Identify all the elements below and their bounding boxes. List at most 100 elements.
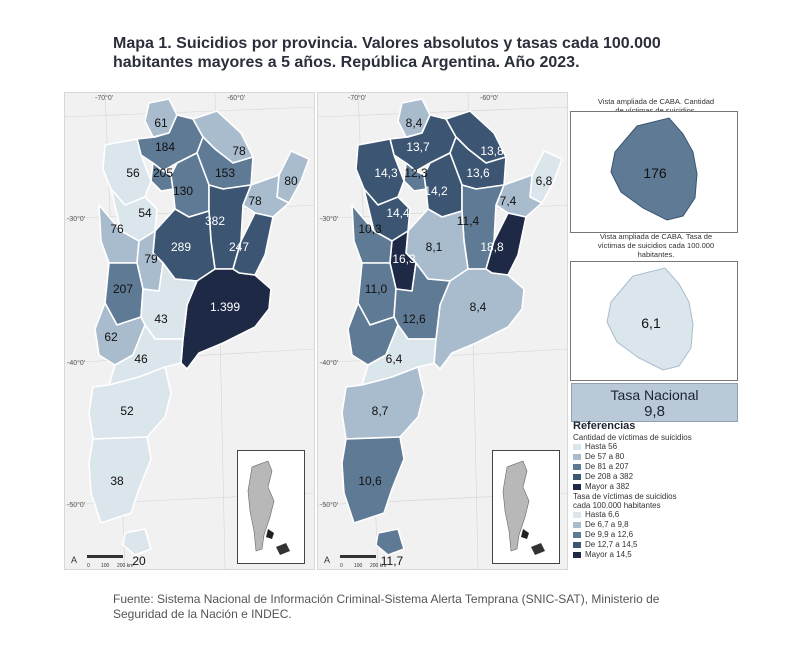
legend-heading: Referencias — [573, 420, 636, 432]
caba-rate-caption: Vista ampliada de CABA. Tasa de víctimas… — [597, 232, 715, 259]
abs-graticule-0 — [65, 106, 314, 118]
caba-absolute-value: 176 — [643, 165, 667, 181]
abs-value-salta: 184 — [155, 140, 175, 154]
abs-legend-label-3: De 208 a 382 — [585, 472, 634, 481]
rate-legend-label-4: Mayor a 14,5 — [585, 550, 632, 559]
abs-legend-label-2: De 81 a 207 — [585, 462, 629, 471]
rate-legend-item-0: Hasta 6,6 — [573, 510, 743, 520]
abs-value-tucuman: 205 — [153, 166, 173, 180]
rate-value-buenos-aires: 8,4 — [470, 300, 487, 314]
abs-coord-label-1: -60°0' — [227, 94, 245, 102]
abs-value-tierra-del-fuego: 20 — [132, 554, 146, 568]
national-rate-value: 9,8 — [644, 403, 665, 420]
locator-map-svg-2 — [502, 460, 545, 555]
rate-scale-tick-0: 0 — [340, 563, 343, 569]
rate-legend-swatch-3 — [573, 542, 581, 548]
abs-coord-label-4: -50°0' — [67, 501, 85, 509]
abs-scale-bar — [87, 555, 123, 558]
rates-map-svg: -70°0' -60°0' -30°0' -40°0' -50°0' 8,4 13,7 13,… — [318, 93, 567, 569]
rate-legend-label-0: Hasta 6,6 — [585, 510, 620, 519]
rate-province-santa-cruz[interactable] — [341, 436, 405, 524]
absolute-values-map: -70°0' -60°0' -30°0' -40°0' -50°0' 61 184 78 80 1… — [64, 92, 315, 570]
rate-value-mendoza: 11,0 — [365, 282, 388, 296]
map-title: Mapa 1. Suicidios por provincia. Valores… — [113, 34, 707, 72]
rate-value-san-juan: 10,3 — [358, 222, 382, 236]
rate-value-santa-cruz: 10,6 — [358, 474, 382, 488]
abs-value-formosa: 78 — [232, 144, 246, 158]
abs-value-cordoba: 289 — [171, 240, 191, 254]
rate-value-santiago-del-estero: 14,2 — [424, 184, 448, 198]
rate-legend-item-1: De 6,7 a 9,8 — [573, 520, 743, 530]
abs-value-jujuy: 61 — [154, 116, 168, 130]
rate-legend-label-1: De 6,7 a 9,8 — [585, 520, 629, 529]
abs-legend-swatch-0 — [573, 444, 581, 450]
source-note: Fuente: Sistema Nacional de Información … — [113, 592, 660, 621]
abs-legend-label-1: De 57 a 80 — [585, 452, 625, 461]
rate-legend-swatch-4 — [573, 552, 581, 558]
abs-value-neuquen: 62 — [104, 330, 118, 344]
abs-province-chubut[interactable] — [88, 366, 172, 440]
rate-province-chubut[interactable] — [341, 366, 425, 440]
abs-value-chubut: 52 — [120, 404, 134, 418]
rates-map: -70°0' -60°0' -30°0' -40°0' -50°0' 8,4 13,7 13,… — [317, 92, 568, 570]
rate-scale-tick-1: 100 — [354, 563, 363, 569]
legend-rate-list: Hasta 6,6 De 6,7 a 9,8 De 9,9 a 12,6 De 12,… — [573, 510, 743, 560]
abs-legend-item-4: Mayor a 382 — [573, 482, 743, 492]
argentina-locator-inset — [237, 450, 305, 564]
rate-coord-label-0: -70°0' — [348, 94, 366, 102]
national-rate-label: Tasa Nacional — [610, 387, 699, 403]
abs-value-misiones: 80 — [284, 174, 298, 188]
rate-value-corrientes: 7,4 — [500, 194, 517, 208]
abs-legend-swatch-1 — [573, 454, 581, 460]
abs-coord-label-3: -40°0' — [67, 359, 85, 367]
rate-value-tucuman: 12,3 — [404, 166, 428, 180]
abs-value-santa-fe: 382 — [205, 214, 225, 228]
caba-rate-value: 6,1 — [641, 315, 661, 331]
abs-value-san-juan: 76 — [110, 222, 124, 236]
title-text: Suicidios por provincia. Valores absolut… — [113, 35, 661, 71]
caba-rate-svg: 6,1 — [606, 267, 694, 371]
rate-north-arrow: A — [324, 555, 330, 565]
abs-value-santa-cruz: 38 — [110, 474, 124, 488]
abs-province-tierra-del-fuego[interactable] — [122, 528, 152, 556]
rate-value-salta: 13,7 — [406, 140, 430, 154]
abs-value-catamarca: 56 — [126, 166, 140, 180]
rate-value-la-pampa: 12,6 — [402, 312, 426, 326]
abs-value-mendoza: 207 — [113, 282, 133, 296]
rate-value-jujuy: 8,4 — [406, 116, 423, 130]
abs-coord-label-0: -70°0' — [95, 94, 113, 102]
abs-value-corrientes: 78 — [248, 194, 262, 208]
rate-legend-item-3: De 12,7 a 14,5 — [573, 540, 743, 550]
rate-value-chubut: 8,7 — [372, 404, 389, 418]
national-rate-box: Tasa Nacional 9,8 — [571, 383, 738, 422]
rate-coord-label-4: -50°0' — [320, 501, 338, 509]
title-lead: Mapa 1. — [113, 35, 172, 52]
absolute-values-map-svg: -70°0' -60°0' -30°0' -40°0' -50°0' 61 184 78 80 1… — [65, 93, 314, 569]
rate-province-tierra-del-fuego[interactable] — [375, 528, 405, 556]
abs-value-la-pampa: 43 — [154, 312, 168, 326]
rate-graticule-0 — [318, 106, 567, 118]
locator-map-svg — [247, 460, 290, 555]
abs-legend-swatch-4 — [573, 484, 581, 490]
rate-coord-label-1: -60°0' — [480, 94, 498, 102]
rate-legend-swatch-0 — [573, 512, 581, 518]
abs-value-san-luis: 79 — [144, 252, 158, 266]
abs-province-santa-cruz[interactable] — [88, 436, 152, 524]
rate-legend-swatch-2 — [573, 532, 581, 538]
caba-absolute-box: 176 — [570, 111, 738, 233]
rate-legend-swatch-1 — [573, 522, 581, 528]
caba-rate-box: 6,1 — [570, 261, 738, 381]
abs-value-la-rioja: 54 — [138, 206, 152, 220]
abs-legend-label-4: Mayor a 382 — [585, 482, 630, 491]
legend-rate-title: Tasa de víctimas de suicidios cada 100.0… — [573, 492, 677, 510]
abs-north-arrow: A — [71, 555, 77, 565]
abs-legend-label-0: Hasta 56 — [585, 442, 618, 451]
abs-province-corrientes[interactable] — [242, 174, 290, 218]
legend-absolute-list: Hasta 56 De 57 a 80 De 81 a 207 De 208 a 38… — [573, 442, 743, 492]
abs-coord-label-2: -30°0' — [67, 215, 85, 223]
rate-legend-label-2: De 9,9 a 12,6 — [585, 530, 634, 539]
abs-scale-tick-2: 200 km — [117, 563, 133, 569]
caba-absolute-svg: 176 — [610, 117, 698, 221]
rate-province-corrientes[interactable] — [495, 174, 543, 218]
abs-value-entre-rios: 247 — [229, 240, 249, 254]
